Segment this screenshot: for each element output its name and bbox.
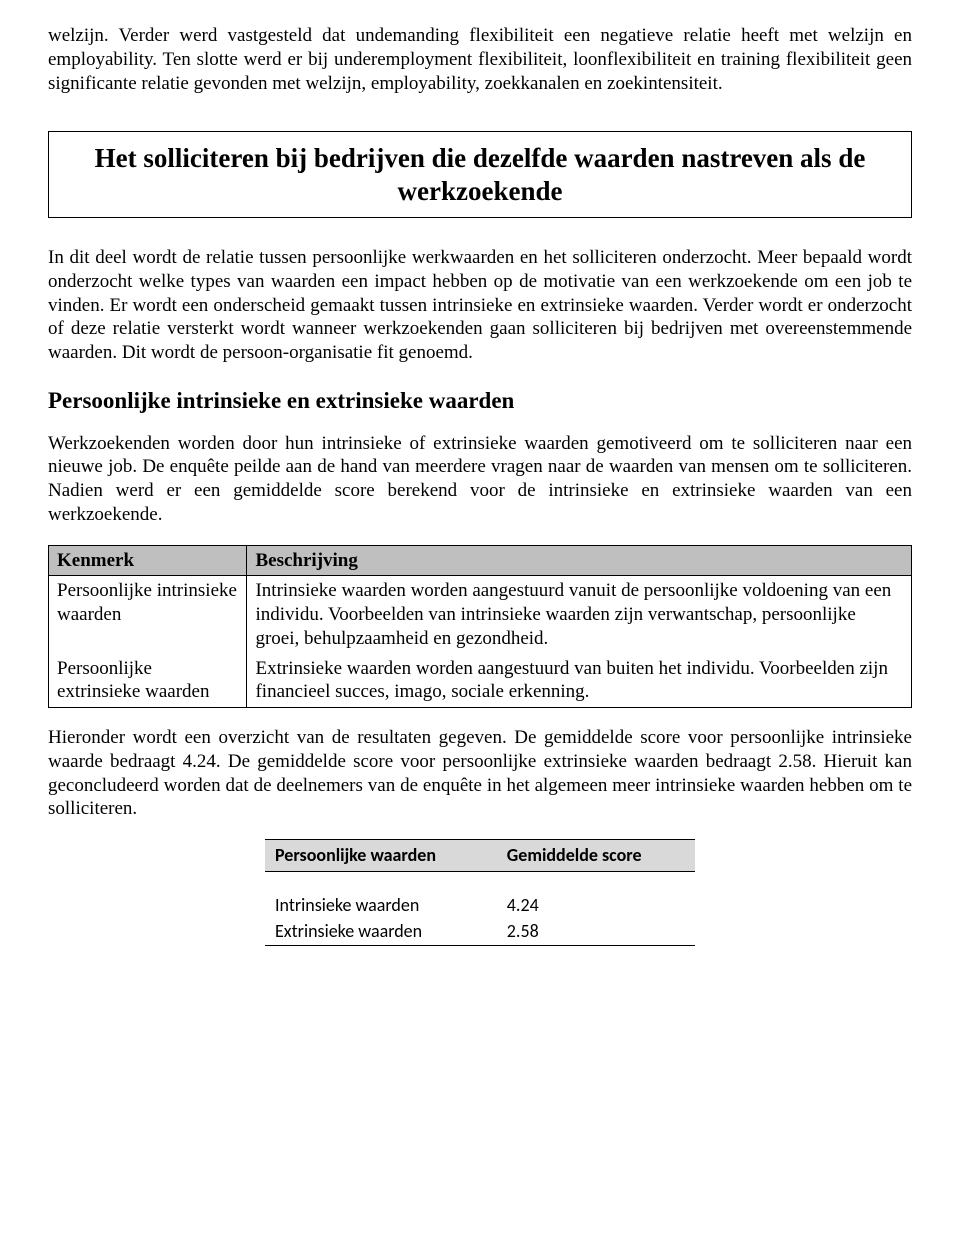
section-paragraph-2: Werkzoekenden worden door hun intrinsiek… — [48, 432, 912, 527]
table-cell-beschrijving: Intrinsieke waarden worden aangestuurd v… — [247, 576, 912, 654]
score-row-label: Intrinsieke waarden — [265, 892, 497, 919]
table-row: Persoonlijke extrinsieke waarden Extrins… — [49, 654, 912, 708]
table-header-beschrijving: Beschrijving — [247, 545, 912, 576]
table-header-row: Kenmerk Beschrijving — [49, 545, 912, 576]
table-row: Persoonlijke intrinsieke waarden Intrins… — [49, 576, 912, 654]
score-spacer — [265, 871, 695, 892]
score-row-label: Extrinsieke waarden — [265, 918, 497, 945]
score-header-label: Persoonlijke waarden — [265, 840, 497, 872]
boxed-heading: Het solliciteren bij bedrijven die dezel… — [48, 131, 912, 218]
table-cell-beschrijving: Extrinsieke waarden worden aangestuurd v… — [247, 654, 912, 708]
score-row: Intrinsieke waarden 4.24 — [265, 892, 695, 919]
table-cell-kenmerk: Persoonlijke intrinsieke waarden — [49, 576, 247, 654]
intro-paragraph: welzijn. Verder werd vastgesteld dat und… — [48, 24, 912, 95]
description-table: Kenmerk Beschrijving Persoonlijke intrin… — [48, 545, 912, 709]
table-cell-kenmerk: Persoonlijke extrinsieke waarden — [49, 654, 247, 708]
score-header-row: Persoonlijke waarden Gemiddelde score — [265, 840, 695, 872]
score-row: Extrinsieke waarden 2.58 — [265, 918, 695, 945]
score-header-value: Gemiddelde score — [497, 840, 695, 872]
section-paragraph-1: In dit deel wordt de relatie tussen pers… — [48, 246, 912, 365]
subsection-heading: Persoonlijke intrinsieke en extrinsieke … — [48, 387, 912, 416]
score-row-value: 4.24 — [497, 892, 695, 919]
paragraph-after-table: Hieronder wordt een overzicht van de res… — [48, 726, 912, 821]
score-table: Persoonlijke waarden Gemiddelde score In… — [265, 839, 695, 946]
boxed-heading-title: Het solliciteren bij bedrijven die dezel… — [67, 142, 893, 207]
table-header-kenmerk: Kenmerk — [49, 545, 247, 576]
score-row-value: 2.58 — [497, 918, 695, 945]
